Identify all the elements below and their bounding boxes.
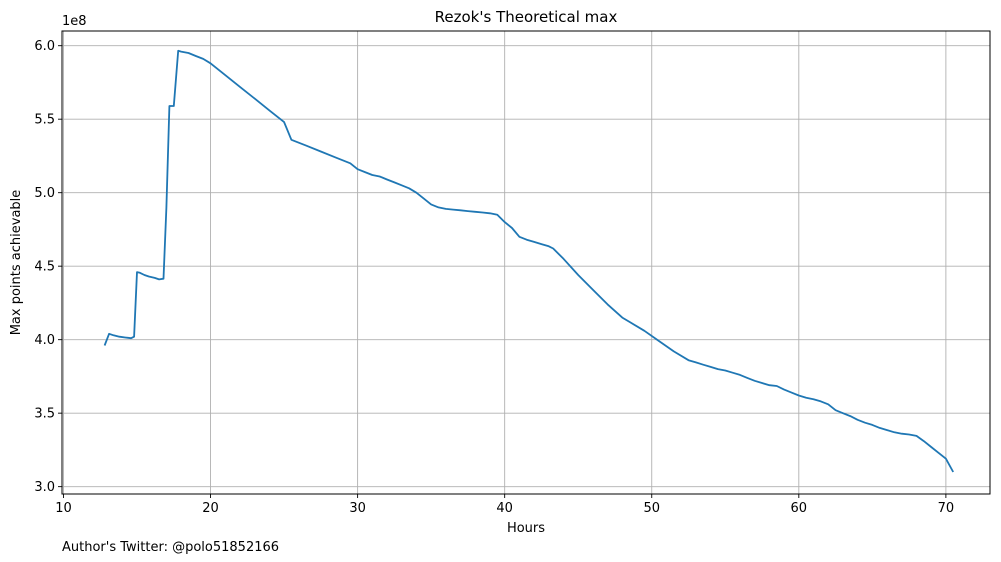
x-tick-label: 70 [938,501,955,516]
y-tick-label: 4.5 [34,260,55,275]
ticks-layer: 10 20 30 40 50 60 70 3.0 3.5 4.0 4.5 5.0 5.5 6.0 [34,39,954,516]
y-tick-label: 6.0 [34,39,55,54]
x-tick-label: 40 [496,501,513,516]
x-tick-label: 10 [55,501,72,516]
series-layer [103,49,954,473]
x-tick-label: 20 [202,501,219,516]
y-axis-offset-text: 1e8 [62,14,87,29]
x-tick-label: 50 [643,501,660,516]
y-tick-label: 3.5 [34,407,55,422]
chart-title: Rezok's Theoretical max [435,8,618,26]
author-twitter-footnote: Author's Twitter: @polo51852166 [62,540,279,555]
y-tick-label: 4.0 [34,333,55,348]
y-tick-label: 5.0 [34,186,55,201]
x-axis-label: Hours [507,521,545,536]
y-axis-label: Max points achievable [9,190,24,336]
x-tick-label: 30 [349,501,366,516]
y-tick-label: 5.5 [34,113,55,128]
series-line [103,49,954,473]
grid-layer [62,31,990,494]
y-tick-label: 3.0 [34,480,55,495]
x-tick-label: 60 [791,501,808,516]
plot-frame [61,30,991,495]
